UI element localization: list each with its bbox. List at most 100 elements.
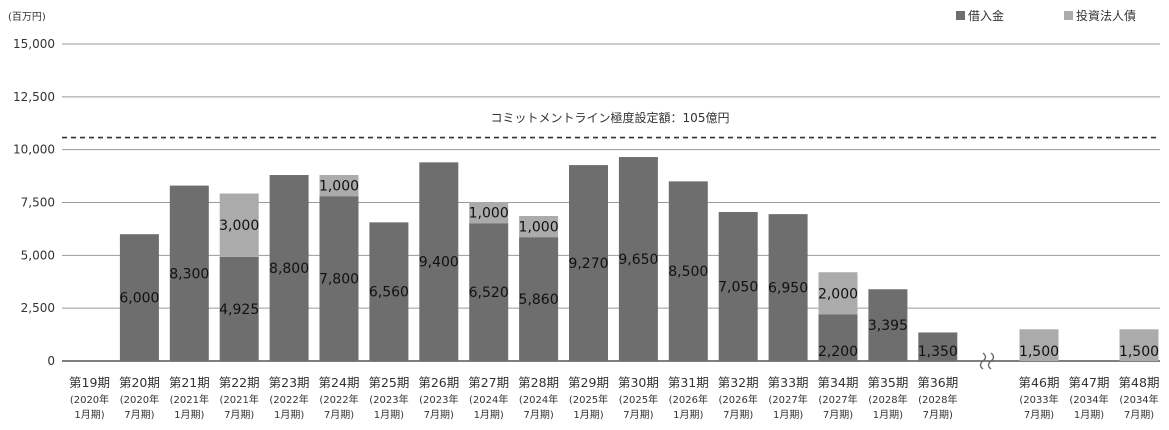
x-tick-label-month: 7月期) — [523, 409, 553, 421]
data-label-bonds: 1,000 — [519, 220, 559, 236]
bar-borrowings — [519, 237, 559, 361]
x-tick-label-period: 第47期 — [1069, 375, 1110, 390]
x-tick-label-year: (2024年 — [519, 393, 558, 406]
legend: 借入金 投資法人債 — [956, 8, 1136, 23]
data-label-borrowings: 6,560 — [369, 285, 409, 301]
x-tick-label-year: (2024年 — [469, 393, 508, 406]
data-label-borrowings: 7,050 — [718, 280, 758, 296]
x-tick-label-year: (2022年 — [319, 393, 358, 406]
x-tick-label-period: 第24期 — [319, 375, 360, 390]
y-tick-label: 0 — [47, 354, 55, 368]
x-tick-label-month: 7月期) — [424, 409, 454, 421]
x-tick-label-period: 第22期 — [219, 375, 260, 390]
bar-borrowings — [768, 214, 808, 361]
x-tick-label-year: (2021年 — [170, 393, 209, 406]
x-tick-label-period: 第34期 — [818, 375, 859, 390]
x-tick-label-month: 7月期) — [324, 409, 354, 421]
x-tick-label-month: 7月期) — [1124, 409, 1154, 421]
x-tick-label-period: 第28期 — [518, 375, 559, 390]
bar-borrowings — [219, 256, 259, 361]
commitment-line-label: コミットメントライン極度設定額：105億円 — [491, 110, 730, 125]
x-tick-label-year: (2025年 — [569, 393, 608, 406]
x-tick-label-period: 第46期 — [1019, 375, 1060, 390]
bar-borrowings — [319, 196, 359, 361]
x-tick-label-period: 第20期 — [119, 375, 160, 390]
legend-swatch-bonds — [1064, 11, 1073, 20]
data-label-bonds: 1,000 — [469, 206, 509, 222]
x-tick-label-year: (2027年 — [768, 393, 807, 406]
data-label-borrowings: 8,300 — [169, 266, 209, 282]
bar-bonds — [219, 193, 259, 257]
y-tick-label: 2,500 — [21, 301, 55, 315]
bar-bonds — [818, 272, 858, 315]
x-tick-label-month: 7月期) — [124, 409, 154, 421]
x-tick-label-period: 第36期 — [917, 375, 958, 390]
bar-borrowings — [419, 162, 459, 361]
x-tick-label-year: (2026年 — [719, 393, 758, 406]
x-tick-label-period: 第27期 — [468, 375, 509, 390]
y-tick-label: 10,000 — [13, 143, 55, 157]
x-tick-label-period: 第33期 — [768, 375, 809, 390]
x-tick-label-month: 7月期) — [923, 409, 953, 421]
x-tick-label-month: 1月期) — [873, 409, 903, 421]
data-label-bonds: 3,000 — [219, 218, 259, 234]
bar-bonds — [319, 175, 359, 197]
x-tick-label-year: (2023年 — [419, 393, 458, 406]
data-label-borrowings: 1,350 — [918, 344, 958, 360]
x-tick-label-year: (2020年 — [70, 393, 109, 406]
x-tick-label-month: 1月期) — [1074, 409, 1104, 421]
bar-layer — [119, 157, 1159, 361]
y-tick-label: 15,000 — [13, 37, 55, 51]
y-tick-label: 5,000 — [21, 248, 55, 262]
x-tick-label-period: 第25期 — [368, 375, 409, 390]
bar-borrowings — [918, 332, 958, 361]
bar-borrowings — [269, 175, 309, 361]
bar-borrowings — [818, 314, 858, 361]
x-tick-label-month: 1月期) — [174, 409, 204, 421]
x-tick-label-month: 1月期) — [374, 409, 404, 421]
data-label-borrowings: 8,500 — [668, 264, 708, 280]
bar-borrowings — [369, 222, 409, 361]
data-label-borrowings: 2,200 — [818, 344, 858, 360]
data-label-borrowings: 6,950 — [768, 281, 808, 297]
x-tick-label-year: (2025年 — [619, 393, 658, 406]
bar-bonds — [469, 202, 509, 224]
bar-borrowings — [718, 212, 758, 361]
bar-borrowings — [668, 181, 708, 361]
x-tick-label-period: 第30期 — [618, 375, 659, 390]
legend-label-bonds: 投資法人債 — [1076, 8, 1136, 23]
data-label-borrowings: 3,395 — [868, 318, 908, 334]
x-tick-label-month: 7月期) — [823, 409, 853, 421]
x-tick-label-period: 第32期 — [718, 375, 759, 390]
data-label-borrowings: 8,800 — [269, 261, 309, 277]
axis-break-mark — [979, 352, 995, 370]
x-tick-label-period: 第26期 — [418, 375, 459, 390]
x-tick-label-period: 第29期 — [568, 375, 609, 390]
x-tick-label-year: (2027年 — [818, 393, 857, 406]
x-tick-label-period: 第19期 — [69, 375, 110, 390]
x-tick-label-month: 7月期) — [224, 409, 254, 421]
x-tick-label-year: (2021年 — [220, 393, 259, 406]
x-tick-label-month: 1月期) — [573, 409, 603, 421]
x-tick-label-month: 1月期) — [274, 409, 304, 421]
x-tick-label-period: 第35期 — [867, 375, 908, 390]
y-tick-label: 7,500 — [21, 196, 55, 210]
x-tick-label-month: 7月期) — [1024, 409, 1054, 421]
x-tick-label-month: 1月期) — [673, 409, 703, 421]
data-label-bonds: 1,000 — [319, 179, 359, 195]
x-tick-label-year: (2020年 — [120, 393, 159, 406]
data-label-borrowings: 5,860 — [519, 292, 559, 308]
data-label-borrowings: 6,520 — [469, 285, 509, 301]
bar-borrowings — [868, 289, 908, 361]
x-tick-label-period: 第21期 — [169, 375, 210, 390]
x-tick-label-year: (2033年 — [1019, 393, 1058, 406]
label-layer: 0 2,500 5,000 7,500 10,000 12,500 15,000 第19期 (2… — [13, 37, 1159, 421]
data-label-borrowings: 9,650 — [618, 252, 658, 268]
x-tick-label-year: (2034年 — [1069, 393, 1108, 406]
data-label-bonds: 2,000 — [818, 286, 858, 302]
bar-bonds — [1119, 329, 1159, 361]
bar-borrowings — [169, 185, 209, 361]
bar-bonds — [519, 216, 559, 238]
